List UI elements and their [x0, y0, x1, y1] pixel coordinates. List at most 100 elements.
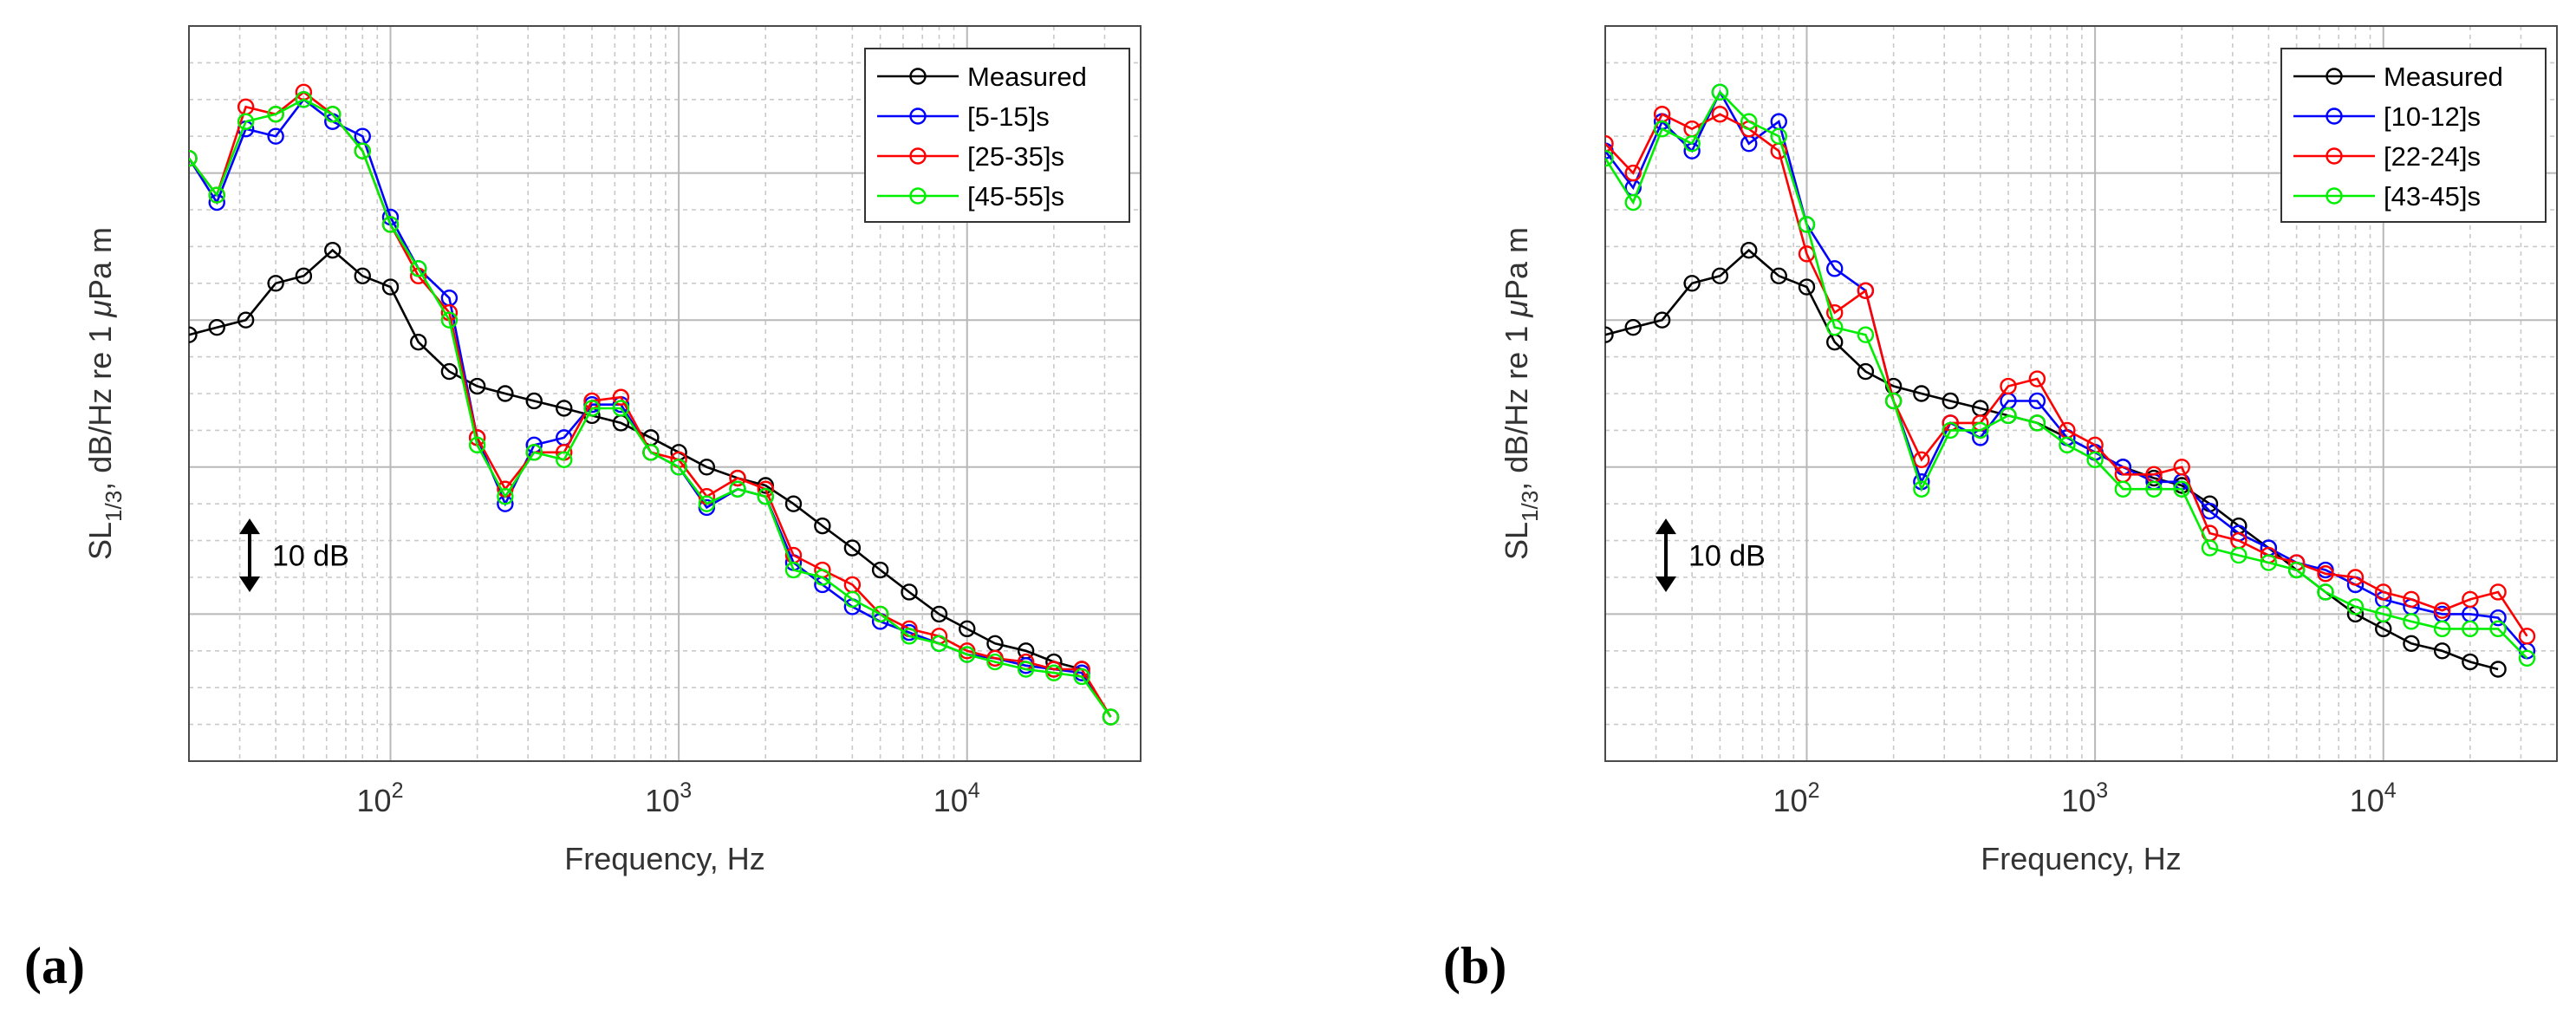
- legend-box: [864, 48, 1130, 223]
- data-point: [1740, 241, 1758, 259]
- data-point: [237, 311, 255, 329]
- data-point: [612, 388, 630, 406]
- data-point: [2317, 565, 2334, 583]
- data-point: [1913, 385, 1930, 402]
- data-point: [1624, 193, 1642, 212]
- data-point: [556, 451, 573, 469]
- data-point: [583, 400, 601, 417]
- x-tick-label: 103: [645, 778, 692, 818]
- scale-annotation: 10 dB: [1656, 518, 1766, 592]
- data-point: [1102, 708, 1120, 726]
- data-point: [1624, 318, 1642, 336]
- x-tick-label: 102: [357, 778, 404, 818]
- data-point: [267, 106, 284, 123]
- x-tick-base: 10: [1773, 783, 1808, 818]
- x-tick-base: 10: [2061, 783, 2096, 818]
- data-point: [1045, 664, 1063, 681]
- data-point: [1913, 480, 1930, 498]
- data-point: [2403, 613, 2420, 630]
- data-point: [497, 385, 514, 402]
- data-point: [757, 488, 774, 505]
- data-point: [1624, 164, 1642, 182]
- data-point: [729, 469, 746, 487]
- data-point: [814, 517, 831, 535]
- data-point: [497, 488, 514, 505]
- data-point: [2375, 605, 2392, 623]
- data-point: [1605, 149, 1614, 167]
- data-point: [901, 583, 918, 601]
- data-point: [2059, 436, 2076, 454]
- data-point: [2028, 392, 2046, 410]
- data-point: [2518, 628, 2536, 645]
- data-point: [1711, 83, 1729, 101]
- x-tick-label: 102: [1773, 778, 1820, 818]
- data-point: [2346, 598, 2365, 615]
- data-point: [324, 241, 342, 259]
- data-point: [295, 91, 313, 108]
- data-point: [670, 459, 687, 476]
- data-point: [1826, 318, 1844, 336]
- data-point: [381, 216, 400, 233]
- data-point: [2201, 539, 2219, 557]
- data-point: [2433, 602, 2451, 619]
- scale-annotation: 10 dB: [239, 518, 349, 592]
- data-point: [2230, 546, 2247, 564]
- data-point: [2000, 377, 2017, 395]
- series-line: [1605, 113, 2528, 637]
- data-point: [1605, 134, 1614, 153]
- panel-label-a: (a): [24, 937, 85, 994]
- data-point: [354, 142, 371, 160]
- data-point: [1683, 134, 1701, 153]
- data-point: [2403, 590, 2420, 609]
- data-point: [1942, 421, 1959, 440]
- data-point: [1740, 113, 1758, 130]
- data-point: [1798, 278, 1816, 296]
- data-point: [959, 620, 976, 638]
- data-point: [208, 318, 225, 336]
- x-tick-exp: 3: [2096, 778, 2108, 803]
- y-axis-label: SL1/3, dB/Hz re 1 μPa m: [1499, 227, 1543, 560]
- data-point: [1972, 421, 1989, 440]
- data-point: [2489, 609, 2507, 627]
- legend-swatch-marker: [2326, 147, 2343, 165]
- y-label-mu: μ: [1499, 300, 1534, 318]
- data-point: [2287, 561, 2306, 579]
- legend-swatch-marker: [909, 107, 927, 125]
- data-point: [986, 653, 1004, 671]
- data-point: [2462, 653, 2479, 671]
- legend-entry: [10-12]s: [2384, 101, 2481, 132]
- data-point: [2403, 635, 2420, 653]
- data-point: [1711, 267, 1729, 285]
- x-tick-exp: 3: [680, 778, 692, 803]
- data-point: [2317, 583, 2334, 601]
- data-point: [930, 605, 948, 623]
- x-tick-exp: 2: [392, 778, 404, 803]
- data-point: [871, 605, 889, 623]
- data-point: [295, 267, 313, 285]
- legend-entry: [25-35]s: [967, 141, 1064, 172]
- data-point: [698, 495, 716, 512]
- scale-arrow-head-up: [1656, 518, 1676, 535]
- data-point: [1826, 260, 1844, 277]
- data-point: [2114, 480, 2132, 498]
- legend-swatch-marker: [2326, 107, 2343, 125]
- data-point: [2145, 480, 2163, 498]
- data-point: [468, 436, 486, 454]
- data-point: [901, 628, 918, 645]
- data-point: [410, 333, 427, 351]
- data-point: [1857, 282, 1875, 299]
- x-tick-exp: 4: [2384, 778, 2397, 803]
- legend: Measured [10-12]s [22-24]s [43-45]s: [2280, 48, 2547, 223]
- data-point: [208, 186, 225, 204]
- data-point: [267, 127, 284, 145]
- data-point: [525, 444, 543, 461]
- series-line: [189, 98, 1112, 718]
- scale-arrow-head-down: [239, 576, 260, 592]
- y-axis-label: SL1/3, dB/Hz re 1 μPa m: [82, 227, 127, 560]
- data-point: [525, 392, 543, 410]
- x-tick-label: 104: [933, 778, 980, 818]
- y-label-rest: , dB/Hz re 1: [82, 317, 118, 491]
